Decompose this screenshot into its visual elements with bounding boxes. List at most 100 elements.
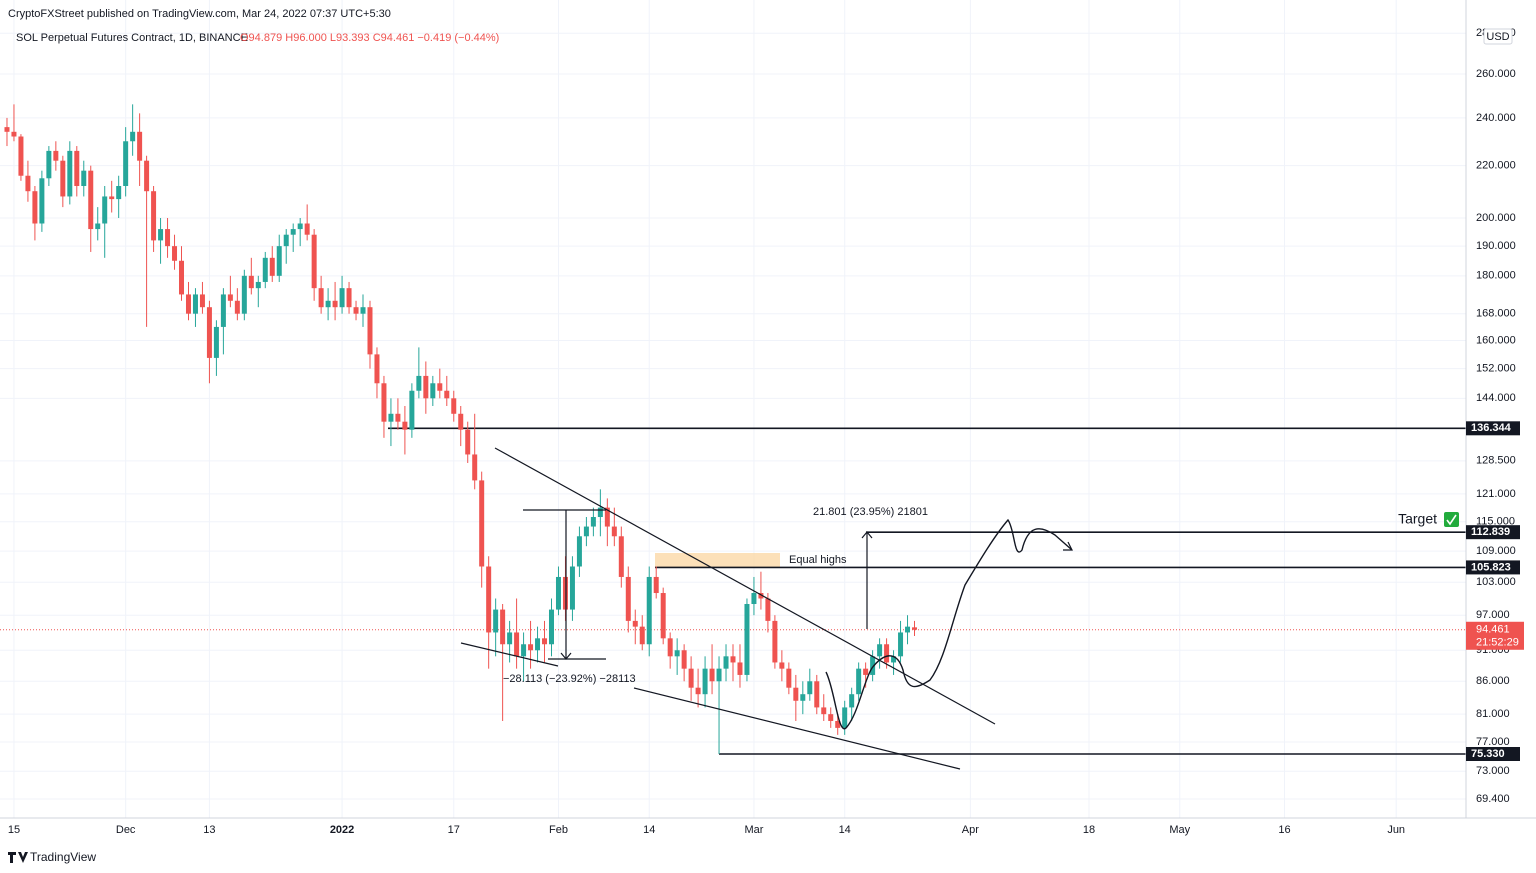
- candle-body: [590, 517, 596, 527]
- candle-body: [611, 526, 617, 537]
- candle-body: [325, 300, 331, 308]
- candle-body: [870, 656, 876, 675]
- candle-body: [381, 383, 387, 422]
- publisher: CryptoFXStreet published on TradingView.…: [8, 8, 391, 20]
- candle-body: [807, 681, 813, 695]
- candle-body: [213, 326, 219, 358]
- check-mark: [1446, 514, 1457, 526]
- candle-body: [751, 593, 757, 605]
- candle-body: [472, 454, 478, 481]
- candle-body: [514, 632, 520, 657]
- countdown: 21:52:29: [1476, 637, 1519, 649]
- candle-body: [674, 650, 680, 657]
- candle-body: [220, 294, 226, 327]
- x-tick-label: Jun: [1387, 824, 1405, 836]
- candle-body: [144, 160, 150, 192]
- candle-body: [814, 681, 820, 708]
- y-tick-label: 115.000: [1476, 516, 1515, 528]
- candle-body: [25, 175, 31, 192]
- candle-body: [576, 536, 582, 567]
- candle-body: [276, 246, 282, 276]
- equal-highs-zone: [655, 553, 780, 567]
- candle-body: [863, 668, 869, 675]
- candle-body: [842, 707, 848, 728]
- candle-body: [528, 644, 534, 651]
- last-price-box: [1466, 621, 1524, 650]
- y-tick-label: 69.400: [1476, 793, 1510, 805]
- y-tick-label: 109.000: [1476, 545, 1516, 557]
- x-tick-label: Apr: [962, 824, 979, 836]
- last-price-label: 94.461: [1476, 624, 1510, 636]
- candle-body: [360, 307, 366, 314]
- candle-body: [255, 281, 261, 289]
- level-label-box: [1466, 421, 1520, 436]
- candle-body: [632, 620, 638, 627]
- candle-body: [130, 131, 136, 142]
- candle-body: [227, 294, 233, 301]
- wedge-line: [460, 642, 559, 667]
- candle-body: [597, 507, 603, 518]
- candle-body: [479, 480, 485, 567]
- candle-body: [618, 536, 624, 577]
- candle-body: [688, 668, 694, 688]
- x-tick-label: 14: [643, 824, 655, 836]
- x-tick-label: 17: [448, 824, 460, 836]
- candle-body: [695, 687, 701, 695]
- candle-body: [905, 626, 911, 633]
- candle-body: [709, 668, 715, 682]
- candle-body: [311, 234, 317, 289]
- candle-body: [423, 375, 429, 399]
- candle-body: [53, 150, 59, 161]
- x-tick-label: 2022: [330, 824, 354, 836]
- y-tick-label: 190.000: [1476, 240, 1516, 252]
- candle-body: [192, 294, 198, 314]
- y-tick-label: 144.000: [1476, 392, 1516, 404]
- measure-label: 21.801 (23.95%) 21801: [813, 506, 928, 518]
- candle-body: [716, 668, 722, 682]
- candle-body: [555, 576, 561, 610]
- y-tick-label: 168.000: [1476, 308, 1516, 320]
- candle-body: [639, 626, 645, 645]
- candle-body: [800, 694, 806, 701]
- candle-body: [185, 294, 191, 314]
- candle-body: [828, 714, 834, 721]
- candle-body: [297, 223, 303, 230]
- candle-body: [653, 576, 659, 594]
- candle-body: [723, 656, 729, 669]
- y-tick-label: 160.000: [1476, 334, 1516, 346]
- candle-body: [262, 257, 268, 282]
- currency: USD: [1486, 31, 1509, 43]
- candle-body: [884, 644, 890, 663]
- candle-body: [493, 609, 499, 633]
- candle-body: [535, 638, 541, 651]
- candle-body: [88, 170, 94, 230]
- candle-body: [583, 526, 589, 537]
- candle-body: [416, 375, 422, 391]
- measure-label: −28.113 (−23.92%) −28113: [503, 673, 636, 685]
- level-label: 136.344: [1471, 422, 1512, 434]
- candle-body: [165, 229, 171, 247]
- candle-body: [95, 223, 101, 230]
- candle-body: [849, 694, 855, 708]
- candle-body: [437, 383, 443, 391]
- candle-body: [206, 307, 212, 358]
- candle-body: [39, 178, 45, 224]
- level-label: 75.330: [1471, 748, 1505, 760]
- y-tick-label: 240.000: [1476, 112, 1516, 124]
- candle-body: [346, 288, 352, 308]
- x-tick-label: Dec: [116, 824, 136, 836]
- y-tick-label: 103.000: [1476, 576, 1516, 588]
- candle-body: [339, 288, 345, 308]
- candle-body: [667, 638, 673, 657]
- candle-body: [234, 300, 240, 314]
- candle-body: [18, 136, 24, 176]
- candle-body: [151, 191, 157, 241]
- candle-body: [786, 668, 792, 688]
- candle-body: [451, 398, 457, 414]
- x-tick-label: 16: [1278, 824, 1290, 836]
- arrow-head: [1063, 541, 1073, 551]
- candle-body: [444, 390, 450, 399]
- y-tick-label: 121.000: [1476, 488, 1516, 500]
